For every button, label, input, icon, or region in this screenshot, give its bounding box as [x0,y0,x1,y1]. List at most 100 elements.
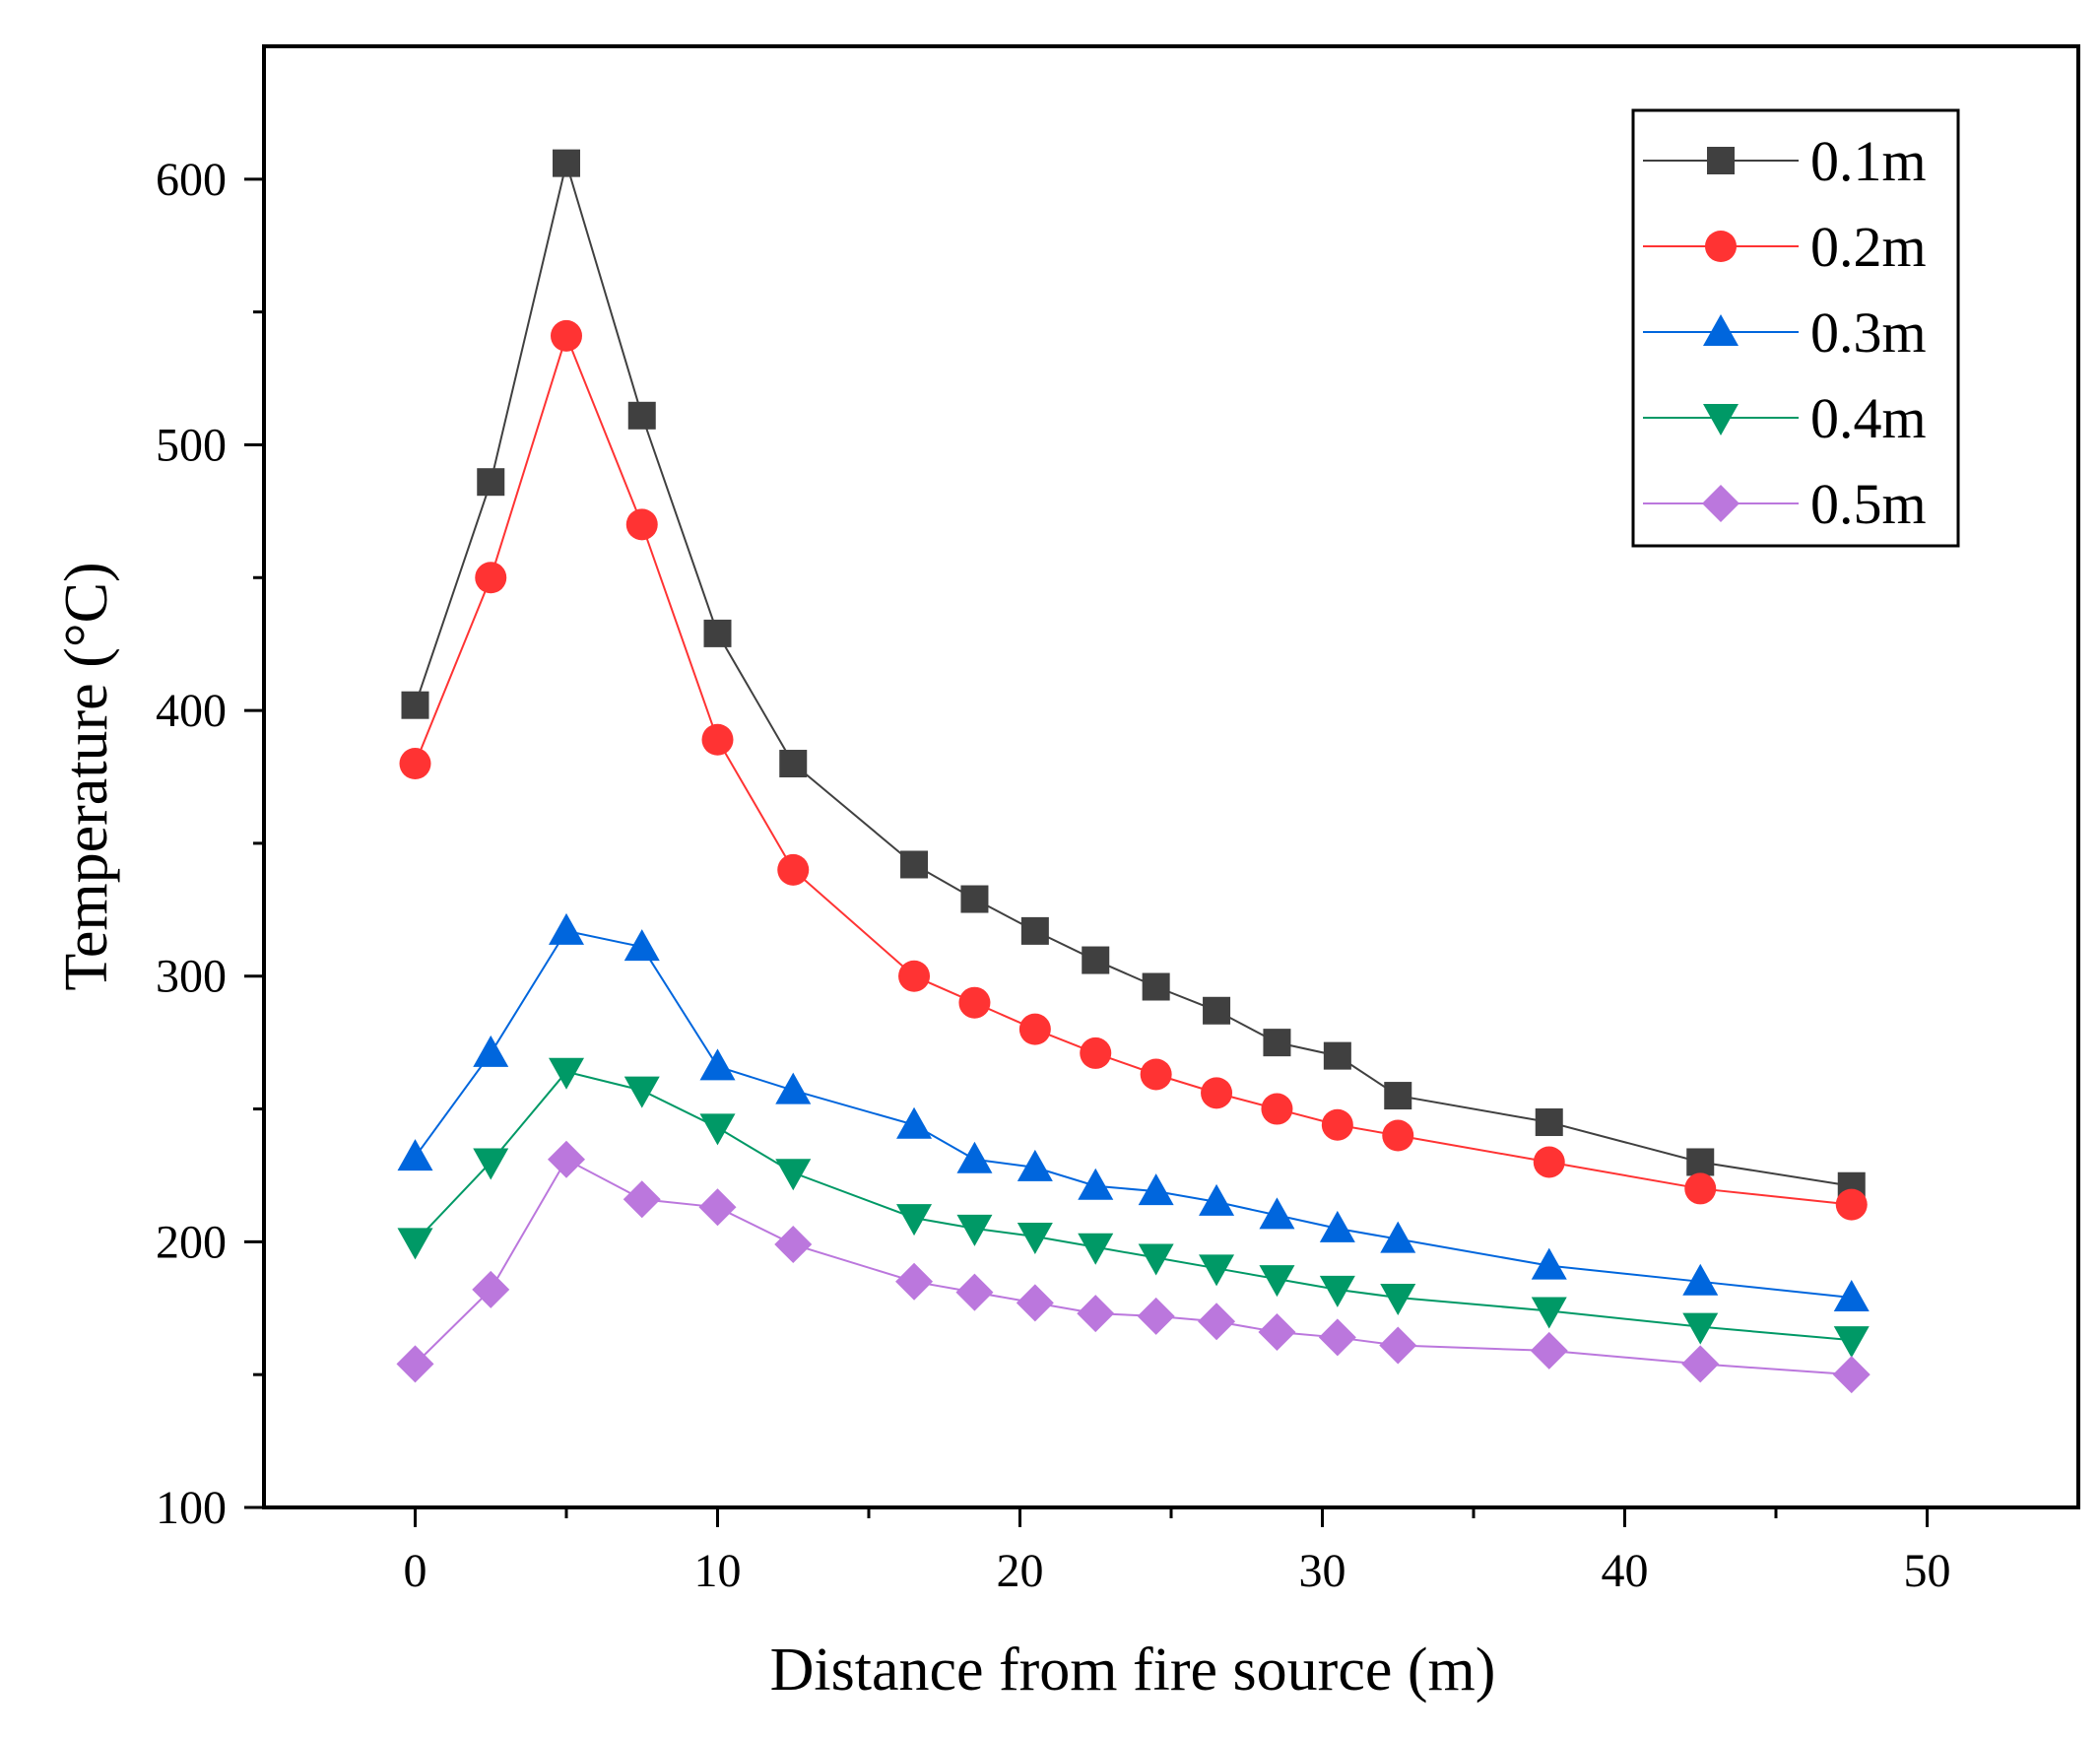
data-point-0.3m [1682,1263,1719,1296]
data-point-0.4m [1833,1326,1870,1359]
legend-label: 0.2m [1810,215,1927,279]
data-point-0.3m [623,929,660,962]
data-point-0.5m [1379,1326,1417,1365]
x-tick-label: 20 [997,1545,1044,1597]
data-point-0.3m [1380,1221,1416,1253]
data-point-0.1m [960,885,989,913]
data-point-0.3m [549,912,584,945]
data-point-0.3m [775,1072,812,1104]
series-line-0.2m [414,332,1852,1206]
data-point-0.4m [1138,1243,1174,1276]
data-point-0.1m [1263,1029,1291,1057]
series-line-0.4m [414,1070,1852,1342]
data-point-0.4m [1017,1222,1053,1254]
y-tick-label: 500 [156,419,227,471]
legend-marker-0.4m [1703,404,1739,435]
data-point-0.5m [548,1140,585,1178]
data-point-0.1m [900,850,929,879]
data-point-0.2m [1201,1077,1233,1109]
data-point-0.4m [956,1214,993,1246]
data-point-0.2m [777,853,810,886]
data-point-0.1m [1686,1148,1715,1176]
data-point-0.1m [401,691,429,719]
data-point-0.4m [1682,1312,1719,1345]
legend: 0.1m 0.2m 0.3m 0.4m 0.5m [1631,108,1960,548]
series-0.5m [396,1140,1870,1394]
data-point-0.5m [472,1270,510,1308]
x-axis-ticks: 0 10 20 30 40 50 [404,1507,1951,1597]
data-point-0.5m [774,1226,813,1264]
data-point-0.4m [397,1228,433,1260]
x-tick-label: 0 [404,1545,427,1597]
data-point-0.2m [1080,1036,1112,1069]
x-tick-label: 30 [1299,1545,1346,1597]
legend-label: 0.1m [1810,129,1927,193]
data-point-0.5m [955,1273,994,1311]
data-point-0.2m [898,960,931,992]
data-point-0.1m [1203,996,1231,1025]
data-point-0.4m [549,1057,584,1090]
data-point-0.3m [1319,1210,1355,1242]
y-tick-label: 400 [156,685,227,737]
data-point-0.3m [1833,1279,1870,1311]
data-point-0.2m [1533,1146,1565,1178]
y-axis-ticks: 100 200 300 400 500 600 [156,154,264,1534]
data-point-0.5m [1258,1313,1296,1352]
data-point-0.5m [1832,1356,1870,1394]
data-point-0.2m [1140,1058,1172,1091]
data-point-0.2m [1261,1093,1293,1125]
data-point-0.1m [1384,1082,1412,1110]
legend-label: 0.3m [1810,301,1927,365]
data-point-0.1m [477,468,505,497]
y-tick-label: 600 [156,154,227,206]
data-point-0.5m [698,1188,737,1227]
legend-label: 0.5m [1810,472,1927,536]
series-0.2m [399,319,1868,1221]
data-point-0.4m [1078,1233,1114,1265]
data-point-0.3m [473,1035,509,1067]
series-0.1m [401,149,1866,1200]
data-point-0.2m [1684,1172,1717,1205]
series-0.3m [397,912,1870,1311]
data-point-0.2m [1018,1013,1051,1045]
data-point-0.4m [1380,1283,1416,1315]
data-point-0.4m [473,1148,509,1180]
data-point-0.1m [553,149,580,177]
y-tick-label: 300 [156,951,227,1003]
y-tick-label: 100 [156,1482,227,1534]
data-point-0.3m [1531,1247,1567,1280]
series-0.4m [397,1057,1870,1359]
data-point-0.3m [1138,1173,1174,1206]
y-axis-title: Temperature (°C) [53,562,120,990]
legend-marker-0.5m [1702,485,1739,522]
data-point-0.5m [1681,1345,1720,1383]
data-point-0.5m [1530,1331,1568,1370]
x-axis-title: Distance from fire source (m) [770,1637,1496,1704]
data-point-0.5m [1016,1284,1054,1322]
data-point-0.4m [1319,1275,1355,1307]
data-point-0.5m [1077,1295,1115,1333]
data-point-0.1m [779,750,808,778]
series-line-0.5m [414,1158,1852,1376]
data-point-0.5m [1318,1318,1356,1357]
data-point-0.2m [399,748,431,780]
data-point-0.1m [627,401,656,430]
data-point-0.4m [775,1159,812,1191]
data-point-0.3m [1017,1149,1053,1181]
data-point-0.2m [625,508,658,541]
data-point-0.3m [896,1106,933,1139]
y-tick-label: 200 [156,1216,227,1268]
series-layer [396,149,1870,1394]
data-point-0.4m [896,1204,933,1237]
data-point-0.4m [623,1076,660,1108]
series-line-0.1m [414,159,1852,1187]
data-point-0.2m [475,562,507,594]
legend-marker-0.3m [1703,314,1739,346]
x-tick-label: 10 [694,1545,742,1597]
data-point-0.3m [1078,1168,1114,1200]
data-point-0.3m [956,1141,993,1173]
data-point-0.1m [1323,1041,1351,1070]
data-point-0.2m [958,986,991,1019]
data-point-0.5m [1137,1297,1175,1335]
data-point-0.2m [701,723,734,756]
